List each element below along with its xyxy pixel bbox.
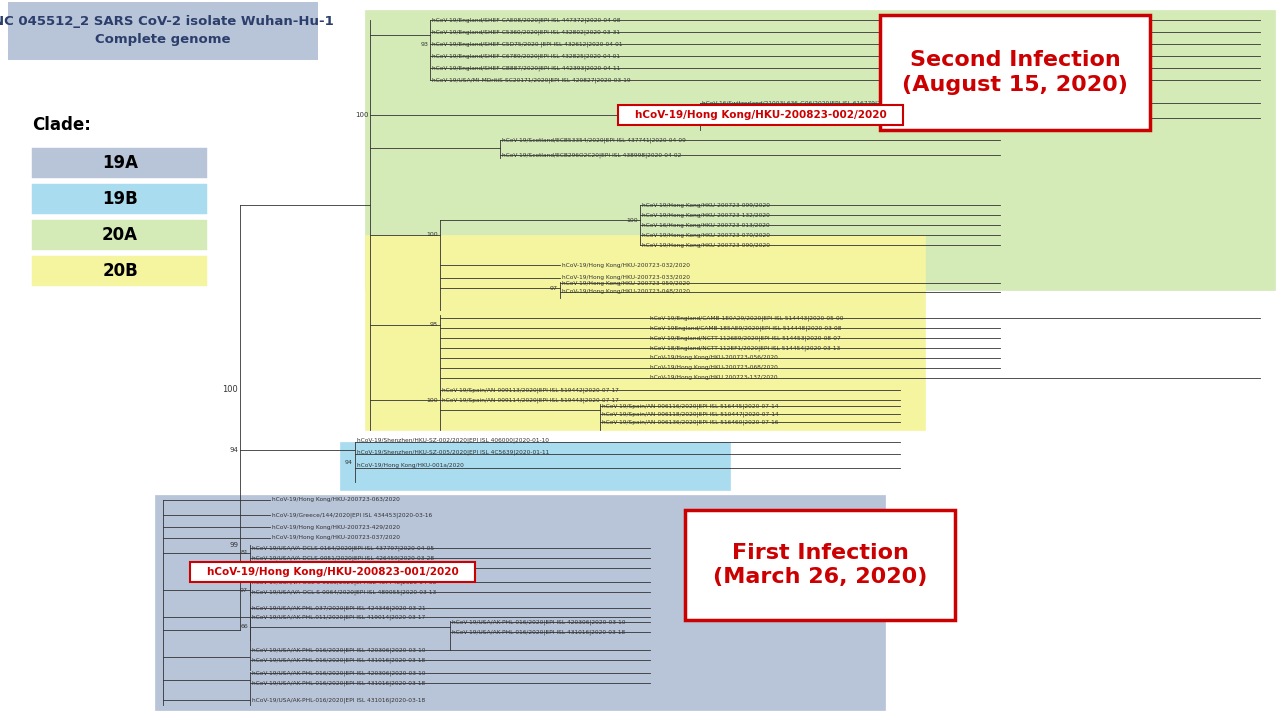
Text: 98: 98	[690, 112, 698, 117]
Text: hCoV-19/England/CAMB-1E0A29/2020|EPI ISL 514443|2020-05-00: hCoV-19/England/CAMB-1E0A29/2020|EPI ISL…	[650, 315, 844, 320]
Text: 20B: 20B	[102, 262, 138, 280]
Text: hCoV-19/USA/AK-PHL-016/2020|EPI ISL 431016|2020-03-18: hCoV-19/USA/AK-PHL-016/2020|EPI ISL 4310…	[452, 629, 625, 635]
Text: hCoV-19/Hong Kong/HKU-200723-090/2020: hCoV-19/Hong Kong/HKU-200723-090/2020	[643, 243, 771, 248]
Text: hCoV-19/England/C...: hCoV-19/England/C...	[252, 565, 314, 570]
Text: hCoV-19/Scotland/ECB296O2C20|EPI ISL 438998|2020-04-02: hCoV-19/Scotland/ECB296O2C20|EPI ISL 438…	[502, 152, 681, 158]
Text: First Infection
(March 26, 2020): First Infection (March 26, 2020)	[713, 543, 927, 588]
Text: hCoV-19/Hong Kong/HKU-200723-033/2020: hCoV-19/Hong Kong/HKU-200723-033/2020	[562, 276, 690, 281]
Text: 100: 100	[223, 385, 238, 395]
Text: hCoV-19/USA/AK-PHL-016/2020|EPI ISL 431016|2020-03-18: hCoV-19/USA/AK-PHL-016/2020|EPI ISL 4310…	[252, 697, 425, 703]
Text: hCoV-19/USA/AK-PHL-016/2020|EPI ISL 420306|2020-03-10: hCoV-19/USA/AK-PHL-016/2020|EPI ISL 4203…	[452, 619, 626, 625]
Bar	[32, 184, 207, 214]
Text: 94: 94	[229, 447, 238, 453]
Text: 93: 93	[421, 42, 429, 48]
Bar	[365, 235, 925, 430]
Text: hCoV-19/Scotland/ECB53354/2020|EPI ISL 437741|2020-04-09: hCoV-19/Scotland/ECB53354/2020|EPI ISL 4…	[502, 138, 686, 143]
Text: 19B: 19B	[102, 190, 138, 208]
Text: hCoV-19England/CAMB-185AE9/2020|EPI ISL 514448|2020-03-08: hCoV-19England/CAMB-185AE9/2020|EPI ISL …	[650, 325, 841, 330]
Text: hCoV-16/Switzerland/21003I.636-G06/2020|EPI ISL 616779|2020-07-22: hCoV-16/Switzerland/21003I.636-G06/2020|…	[701, 100, 911, 106]
Text: hCoV-19/Hong Kong/HKU-200723-099/2020: hCoV-19/Hong Kong/HKU-200723-099/2020	[643, 202, 771, 207]
Text: NC 045512_2 SARS CoV-2 isolate Wuhan-Hu-1
Complete genome: NC 045512_2 SARS CoV-2 isolate Wuhan-Hu-…	[0, 16, 333, 47]
Text: hCoV-19/USA/AK-PHL.037/2020|EPI ISL 424346|2020-03-21: hCoV-19/USA/AK-PHL.037/2020|EPI ISL 4243…	[252, 606, 426, 611]
Text: hCoV-19/Hong Kong/HKU-200723-059/2020: hCoV-19/Hong Kong/HKU-200723-059/2020	[562, 281, 690, 286]
Bar	[32, 256, 207, 286]
Text: hCoV-19/Hong Kong/HKU-200823-001/2020: hCoV-19/Hong Kong/HKU-200823-001/2020	[206, 567, 458, 577]
Text: Second Infection
(August 15, 2020): Second Infection (August 15, 2020)	[902, 50, 1128, 95]
Text: hCoV-19/Hong Kong/HKU-200723-132/2020: hCoV-19/Hong Kong/HKU-200723-132/2020	[643, 212, 769, 217]
Text: hCoV-19/Hong Kong/HKU-200723-070/2020: hCoV-19/Hong Kong/HKU-200723-070/2020	[643, 233, 771, 238]
Text: hCoV-19/Greece/144/2020|EPI ISL 434453|2020-03-16: hCoV-19/Greece/144/2020|EPI ISL 434453|2…	[273, 512, 433, 518]
Text: hCoV-19/USA/MI-MDritiS-SC20171/2020|EPI ISL 420827|2020-03-19: hCoV-19/USA/MI-MDritiS-SC20171/2020|EPI …	[433, 77, 631, 83]
Text: 20A: 20A	[102, 226, 138, 244]
Text: 97: 97	[550, 286, 558, 290]
Text: 100: 100	[426, 233, 438, 238]
Text: hCoV-16/Hong Kong/HKU-200723-013/2020: hCoV-16/Hong Kong/HKU-200723-013/2020	[643, 222, 769, 228]
Text: 66: 66	[241, 624, 248, 629]
Text: hCoV-19/USA/AK-PHL-016/2020|EPI ISL 431016|2020-03-18: hCoV-19/USA/AK-PHL-016/2020|EPI ISL 4310…	[252, 680, 425, 685]
Text: hCoV-19/England/SHEF-CAE08/2020|EPI ISL 447372|2020-04-08: hCoV-19/England/SHEF-CAE08/2020|EPI ISL …	[433, 17, 621, 23]
Text: hCoV-19/Hong Kong/HKU-200723-037/2020: hCoV-19/Hong Kong/HKU-200723-037/2020	[273, 536, 399, 541]
Text: hCoV-19/Spain/AN-006136/2020|EPI ISL 516460|2020-07-16: hCoV-19/Spain/AN-006136/2020|EPI ISL 516…	[602, 419, 778, 425]
Text: 99: 99	[229, 542, 238, 548]
Text: 98: 98	[430, 323, 438, 328]
Text: hCoV-19/Shenzhen/HKU-SZ-005/2020|EPI ISL 4C5639|2020-01-11: hCoV-19/Shenzhen/HKU-SZ-005/2020|EPI ISL…	[357, 449, 549, 455]
Text: hCoV-19/Spain/AN-009113/2020|EPI ISL 519442|2020-07-17: hCoV-19/Spain/AN-009113/2020|EPI ISL 519…	[442, 387, 618, 392]
Text: 94: 94	[346, 459, 353, 464]
Text: hCoV-19/Hong Kong/HKU-200723-063/2020: hCoV-19/Hong Kong/HKU-200723-063/2020	[273, 498, 399, 503]
Text: hCoV-19/Hong Kong/HKU-200723-056/2020: hCoV-19/Hong Kong/HKU-200723-056/2020	[650, 356, 778, 361]
Text: Clade:: Clade:	[32, 116, 91, 134]
Text: hCoV-19/USA/AK-PHL-016/2020|EPI ISL 431016|2020-03-18: hCoV-19/USA/AK-PHL-016/2020|EPI ISL 4310…	[252, 657, 425, 662]
Text: hCoV-19/USA/AK-PHL-016/2020|EPI ISL 420306|2020-03-10: hCoV-19/USA/AK-PHL-016/2020|EPI ISL 4203…	[252, 647, 425, 653]
Text: hCoV-19/Hong Kong/HKU-200723-048/2020: hCoV-19/Hong Kong/HKU-200723-048/2020	[562, 289, 690, 294]
Text: hCoV-19/USA/VA-OCL S-0064/2020|EPI ISL 489055|2020-03-13: hCoV-19/USA/VA-OCL S-0064/2020|EPI ISL 4…	[252, 589, 436, 595]
Text: hCoV-19/England/SHEF-C5360/2020|EPI ISL 432802|2020-03-31: hCoV-19/England/SHEF-C5360/2020|EPI ISL …	[433, 30, 620, 35]
Text: 100: 100	[626, 217, 637, 222]
Text: 97: 97	[241, 588, 248, 593]
Text: hCoV-1-9/England/CAMB-1E5ACF/2020|EPI ISL 314451|2020-06-09: hCoV-1-9/England/CAMB-1E5ACF/2020|EPI IS…	[701, 115, 897, 121]
Text: hCoV-19/USA/AK-PHL-016/2020|EPI ISL 420306|2020-03-10: hCoV-19/USA/AK-PHL-016/2020|EPI ISL 4203…	[252, 670, 425, 676]
Bar	[189, 562, 475, 582]
Bar	[365, 10, 1275, 290]
Bar	[32, 220, 207, 250]
Text: 19A: 19A	[102, 154, 138, 172]
Text: 100: 100	[356, 112, 369, 118]
Text: hCoV-19/USA/AK-PHL.011/2020|EPI ISL 419014|2020-03-17: hCoV-19/USA/AK-PHL.011/2020|EPI ISL 4190…	[252, 614, 425, 620]
Text: hCoV-19/England/SHEF-C6789/2020|EPI ISL 432825|2020-04-01: hCoV-19/England/SHEF-C6789/2020|EPI ISL …	[433, 53, 620, 59]
Text: hCoV-19/Shenzhen/HKU-SZ-002/2020|EPI ISL 406000|2020-01-10: hCoV-19/Shenzhen/HKU-SZ-002/2020|EPI ISL…	[357, 437, 549, 443]
Text: hCoV-19/USA/VA-DCLS-0051/2020|EPI ISL 426459|2020-03-28: hCoV-19/USA/VA-DCLS-0051/2020|EPI ISL 42…	[252, 555, 434, 561]
Text: 81: 81	[241, 551, 248, 556]
Text: hCoV-19/England/SHEF-CB887/2020|EPI ISL 442393|2020-04-11: hCoV-19/England/SHEF-CB887/2020|EPI ISL …	[433, 66, 621, 71]
Bar	[618, 105, 902, 125]
Text: hCoV-19/Spain/AN-006118/2020|EPI ISL 510447|2020-07-14: hCoV-19/Spain/AN-006118/2020|EPI ISL 510…	[602, 411, 778, 417]
Text: hCoV-19/Hong Kong/HKU-200723-068/2020: hCoV-19/Hong Kong/HKU-200723-068/2020	[650, 366, 778, 371]
Text: hCoV-19/Hong Kong/HKU-200723-032/2020: hCoV-19/Hong Kong/HKU-200723-032/2020	[562, 263, 690, 268]
Text: hCoV-19/Hong Kong/HKU-200823-002/2020: hCoV-19/Hong Kong/HKU-200823-002/2020	[635, 110, 886, 120]
Text: hCoV-19/Spain/AN-006116/2020|EPI ISL 516445|2020-07-14: hCoV-19/Spain/AN-006116/2020|EPI ISL 516…	[602, 403, 778, 409]
Text: hCoV-19/Hong Kong/HKU 200723-137/2020: hCoV-19/Hong Kong/HKU 200723-137/2020	[650, 376, 778, 380]
Bar	[155, 495, 884, 710]
Text: hCoV-19/USA/VA-DCLS-0164/2020|EPI ISL 437797|2020-04-05: hCoV-19/USA/VA-DCLS-0164/2020|EPI ISL 43…	[252, 545, 434, 551]
Bar	[32, 148, 207, 178]
Text: hCoV-19/England/NCTT-1126E9/2020|EPI ISL 514453|2020-08-07: hCoV-19/England/NCTT-1126E9/2020|EPI ISL…	[650, 336, 841, 341]
Bar	[881, 15, 1149, 130]
Text: hCoV-18/England/NCTT-112EF1/2020|EPI ISL 514454|2020-03-13: hCoV-18/England/NCTT-112EF1/2020|EPI ISL…	[650, 346, 840, 351]
Text: hCoV-19/England/SHEF-C5D75/2020 |EPI ISL 432612|2020-04-01: hCoV-19/England/SHEF-C5D75/2020 |EPI ISL…	[433, 41, 622, 47]
Text: hCoV-19/Spain/AN-009114/2020|EPI ISL 519443|2020-07-17: hCoV-19/Spain/AN-009114/2020|EPI ISL 519…	[442, 397, 618, 402]
Text: 100: 100	[426, 397, 438, 402]
Bar	[685, 510, 955, 620]
Text: hCoV-19/Hong Kong/HKU-001a/2020: hCoV-19/Hong Kong/HKU-001a/2020	[357, 464, 463, 469]
Bar	[340, 442, 730, 490]
Text: hCoV-19/USA/VA-OCL-S-0165/2020|EPI ISL 437748|2020-04-08: hCoV-19/USA/VA-OCL-S-0165/2020|EPI ISL 4…	[252, 580, 436, 585]
Text: hCoV-19/Hong Kong/HKU-200723-429/2020: hCoV-19/Hong Kong/HKU-200723-429/2020	[273, 524, 399, 529]
Bar	[8, 2, 317, 60]
